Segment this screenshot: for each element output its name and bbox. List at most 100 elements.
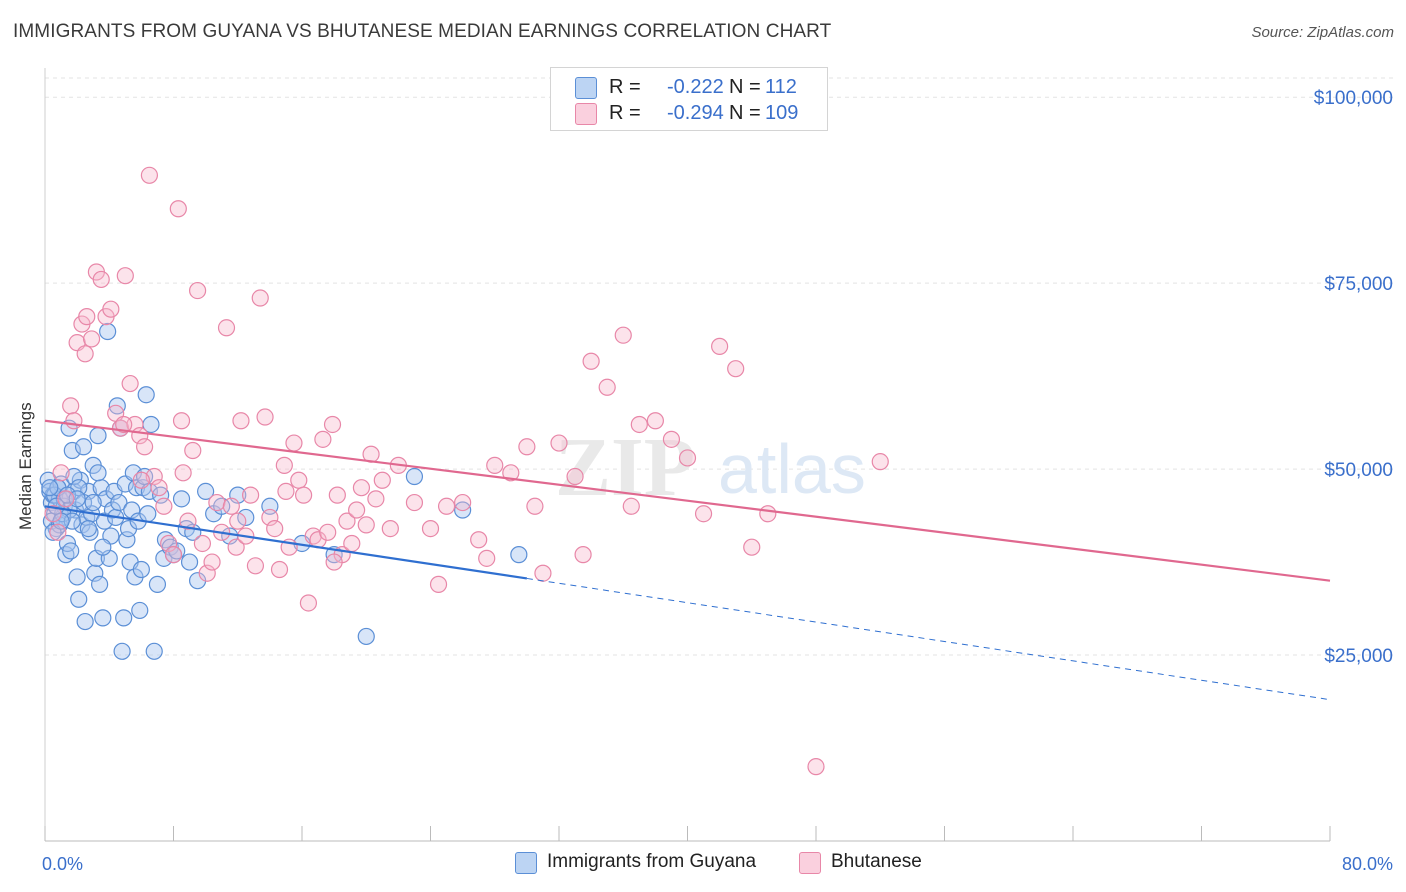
data-point-bhutanese bbox=[373, 471, 391, 489]
data-point-guyana bbox=[113, 642, 131, 660]
n-label: N = bbox=[729, 102, 761, 124]
swatch-blue bbox=[515, 852, 537, 874]
data-point-guyana bbox=[94, 609, 112, 627]
data-point-bhutanese bbox=[285, 434, 303, 452]
data-point-bhutanese bbox=[121, 374, 139, 393]
data-point-guyana bbox=[148, 575, 167, 593]
data-point-bhutanese bbox=[135, 438, 154, 456]
data-point-bhutanese bbox=[179, 512, 197, 530]
legend-label: Bhutanese bbox=[831, 851, 922, 872]
swatch-blue bbox=[575, 77, 597, 99]
data-point-bhutanese bbox=[743, 538, 761, 556]
data-point-guyana bbox=[137, 386, 155, 404]
data-point-bhutanese bbox=[65, 412, 83, 430]
data-point-bhutanese bbox=[478, 549, 496, 567]
data-point-bhutanese bbox=[574, 546, 592, 564]
data-point-guyana bbox=[94, 538, 112, 556]
data-point-bhutanese bbox=[266, 519, 284, 538]
data-point-guyana bbox=[70, 590, 88, 608]
data-point-bhutanese bbox=[132, 471, 150, 489]
x-tick-label: 80.0% bbox=[1342, 854, 1393, 874]
data-point-bhutanese bbox=[343, 534, 361, 553]
data-point-bhutanese bbox=[421, 519, 440, 538]
data-point-bhutanese bbox=[759, 505, 777, 523]
data-point-bhutanese bbox=[145, 467, 163, 486]
axes bbox=[44, 68, 1331, 842]
data-point-bhutanese bbox=[328, 486, 346, 504]
data-point-bhutanese bbox=[582, 352, 600, 370]
data-point-bhutanese bbox=[227, 538, 245, 556]
data-point-guyana bbox=[172, 490, 191, 508]
data-point-guyana bbox=[79, 519, 97, 538]
r-value: -0.222 bbox=[667, 76, 724, 98]
x-tick-label: 0.0% bbox=[42, 854, 83, 874]
data-point-bhutanese bbox=[290, 471, 308, 489]
r-label: R = bbox=[609, 76, 641, 98]
data-point-bhutanese bbox=[78, 308, 96, 326]
data-point-guyana bbox=[86, 564, 104, 582]
data-point-bhutanese bbox=[217, 319, 236, 337]
data-point-guyana bbox=[41, 479, 59, 497]
trend-lines bbox=[44, 419, 1331, 701]
data-point-bhutanese bbox=[242, 486, 260, 504]
data-point-bhutanese bbox=[550, 434, 568, 452]
n-label: N = bbox=[729, 76, 761, 98]
data-point-bhutanese bbox=[203, 553, 221, 571]
data-point-guyana bbox=[99, 322, 117, 341]
data-point-bhutanese bbox=[76, 345, 94, 363]
data-point-bhutanese bbox=[502, 464, 520, 482]
data-point-bhutanese bbox=[155, 497, 173, 515]
data-point-bhutanese bbox=[711, 337, 729, 355]
data-point-bhutanese bbox=[694, 505, 713, 523]
series-guyana bbox=[39, 322, 528, 660]
data-point-guyana bbox=[84, 493, 102, 512]
data-point-bhutanese bbox=[92, 270, 110, 289]
data-point-bhutanese bbox=[486, 456, 504, 474]
data-point-bhutanese bbox=[381, 519, 399, 538]
data-point-guyana bbox=[131, 601, 149, 620]
data-point-bhutanese bbox=[222, 497, 240, 515]
data-point-bhutanese bbox=[630, 415, 648, 434]
chart-title: IMMIGRANTS FROM GUYANA VS BHUTANESE MEDI… bbox=[13, 21, 832, 42]
data-point-guyana bbox=[132, 560, 150, 579]
data-point-bhutanese bbox=[102, 300, 120, 318]
r-label: R = bbox=[609, 102, 641, 124]
source-label: Source: ZipAtlas.com bbox=[1251, 24, 1394, 41]
data-point-guyana bbox=[63, 441, 81, 460]
data-point-guyana bbox=[68, 568, 86, 586]
data-point-bhutanese bbox=[662, 430, 681, 448]
data-point-bhutanese bbox=[646, 412, 664, 430]
data-point-bhutanese bbox=[150, 479, 168, 497]
data-point-bhutanese bbox=[871, 453, 889, 471]
data-point-bhutanese bbox=[275, 456, 293, 474]
data-point-bhutanese bbox=[62, 397, 80, 415]
data-point-bhutanese bbox=[454, 493, 472, 512]
stats-legend: R = -0.222 N = 112 R = -0.294 N = 109 bbox=[550, 67, 828, 131]
data-point-bhutanese bbox=[348, 501, 366, 519]
data-point-bhutanese bbox=[52, 464, 70, 482]
data-point-bhutanese bbox=[352, 479, 371, 497]
swatch-pink bbox=[799, 852, 821, 874]
data-point-bhutanese bbox=[174, 464, 192, 482]
data-point-guyana bbox=[145, 642, 163, 660]
trend-line-guyana bbox=[44, 505, 528, 580]
swatch-pink bbox=[575, 103, 597, 125]
data-point-bhutanese bbox=[270, 560, 289, 579]
n-value: 112 bbox=[765, 76, 797, 98]
data-point-bhutanese bbox=[116, 267, 134, 285]
data-point-guyana bbox=[197, 482, 215, 501]
y-tick-labels: $25,000 $50,000 $75,000 $100,000 bbox=[1314, 88, 1393, 667]
data-point-guyana bbox=[237, 508, 255, 527]
data-point-guyana bbox=[510, 546, 528, 564]
data-point-bhutanese bbox=[319, 523, 337, 541]
data-point-bhutanese bbox=[566, 467, 584, 486]
watermark: ZIP atlas bbox=[555, 421, 866, 514]
data-point-guyana bbox=[139, 505, 157, 523]
series-legend: Immigrants from Guyana Bhutanese bbox=[515, 851, 935, 877]
data-point-bhutanese bbox=[295, 486, 313, 504]
data-point-bhutanese bbox=[115, 415, 133, 434]
data-point-bhutanese bbox=[229, 512, 247, 530]
data-point-bhutanese bbox=[526, 497, 544, 515]
series-bhutanese bbox=[44, 166, 889, 776]
